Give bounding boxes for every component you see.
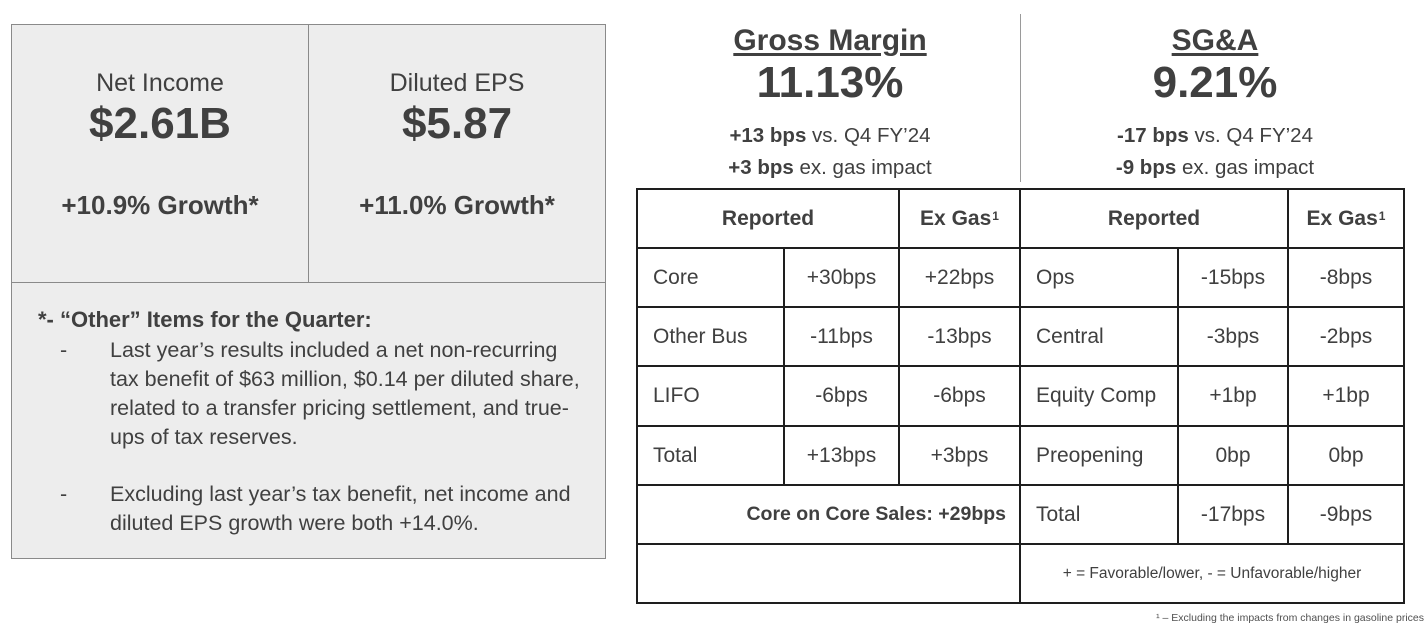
gross-margin-ex-gas-bps: +3 bps <box>728 156 794 179</box>
sga-header: SG&A 9.21% -17 bps vs. Q4 FY’24 -9 bps e… <box>1025 24 1405 184</box>
diluted-eps-value: $5.87 <box>401 99 513 148</box>
gm-row-ex-gas: -6bps <box>933 384 986 407</box>
table-rule <box>636 425 1021 427</box>
sga-row-ex-gas: -2bps <box>1319 324 1373 348</box>
diluted-eps-label: Diluted EPS <box>389 69 525 97</box>
diluted-eps-cell: Diluted EPS $5.87 +11.0% Growth* <box>309 25 605 282</box>
gm-row-label: LIFO <box>653 384 700 407</box>
table-col-rule <box>898 188 900 485</box>
table-rule <box>636 247 1021 249</box>
sga-row-reported: -17bps <box>1200 502 1266 526</box>
gm-row-ex-gas: +3bps <box>930 443 989 467</box>
sga-ex-gas-header: Ex Gas 1 <box>1289 190 1403 247</box>
sga-ex-gas: -9 bps ex. gas impact <box>1025 152 1405 184</box>
sga-row-reported: -3bps <box>1206 324 1260 348</box>
net-income-value: $2.61B <box>89 99 231 148</box>
gm-row-label: Other Bus <box>653 324 748 348</box>
diluted-eps-growth: +11.0% Growth* <box>359 190 555 220</box>
table-legend: + = Favorable/lower, - = Unfavorable/hig… <box>1062 564 1362 582</box>
table-rule <box>1019 484 1405 486</box>
footnote: ¹ – Excluding the impacts from changes i… <box>1156 612 1424 624</box>
gross-margin-vs-prior: +13 bps vs. Q4 FY’24 <box>640 120 1020 152</box>
sga-vs-prior: -17 bps vs. Q4 FY’24 <box>1025 120 1405 152</box>
table-col-rule <box>1177 247 1179 544</box>
sga-row-label: Total <box>1036 502 1081 526</box>
table-col-rule <box>1287 188 1289 544</box>
note-text: Excluding last year’s tax benefit, net i… <box>110 482 571 535</box>
sga-row-ex-gas: +1bp <box>1322 384 1370 407</box>
table-border-right <box>1403 188 1405 604</box>
gm-row-label: Core <box>653 265 699 289</box>
gm-row-reported: +30bps <box>806 265 877 289</box>
sga-ex-gas-footnote-mark: 1 <box>1378 208 1386 223</box>
net-income-growth: +10.9% Growth* <box>61 190 259 220</box>
table-rule <box>1019 247 1405 249</box>
gross-margin-ex-gas-text: ex. gas impact <box>793 156 932 179</box>
sga-ex-gas-text: ex. gas impact <box>1176 156 1315 179</box>
gross-margin-ex-gas: +3 bps ex. gas impact <box>640 152 1020 184</box>
summary-panel: Net Income $2.61B +10.9% Growth* Diluted… <box>11 24 606 559</box>
gm-row-reported: +13bps <box>806 443 877 467</box>
sga-title: SG&A <box>1171 24 1259 57</box>
gm-ex-gas-header: Ex Gas 1 <box>900 190 1019 247</box>
sga-row-label: Equity Comp <box>1036 384 1157 407</box>
sga-row-reported: 0bp <box>1215 443 1251 467</box>
sga-row-ex-gas: -8bps <box>1319 265 1373 289</box>
sga-row-ex-gas: -9bps <box>1319 502 1373 526</box>
sga-reported-header: Reported <box>1107 206 1201 230</box>
table-border-left <box>636 188 638 604</box>
sga-ex-gas-header-text: Ex Gas <box>1306 206 1378 230</box>
header-divider <box>1020 14 1021 182</box>
table-rule <box>1019 543 1405 545</box>
note-text: Last year’s results included a net non-r… <box>110 338 580 449</box>
table-col-rule <box>783 247 785 485</box>
gm-row-ex-gas: -13bps <box>927 324 992 348</box>
gm-row-reported: -11bps <box>810 324 873 348</box>
sga-row-reported: +1bp <box>1209 384 1257 407</box>
net-income-cell: Net Income $2.61B +10.9% Growth* <box>12 25 309 282</box>
sga-row-label: Preopening <box>1036 443 1144 467</box>
table-rule <box>636 365 1021 367</box>
gm-reported-header: Reported <box>721 206 815 230</box>
gm-ex-gas-header-text: Ex Gas <box>920 206 992 230</box>
sga-row-ex-gas: 0bp <box>1328 443 1364 467</box>
table-rule <box>1019 306 1405 308</box>
table-rule <box>1019 425 1405 427</box>
sga-row-label: Central <box>1036 324 1104 348</box>
sga-vs-prior-text: vs. Q4 FY’24 <box>1188 124 1313 147</box>
sga-ex-gas-bps: -9 bps <box>1115 156 1177 179</box>
notes-title: *- “Other” Items for the Quarter: <box>38 307 372 332</box>
sga-row-label: Ops <box>1036 265 1075 289</box>
gross-margin-vs-prior-text: vs. Q4 FY’24 <box>806 124 931 147</box>
gross-margin-value: 11.13% <box>756 58 904 107</box>
sga-value: 9.21% <box>1152 58 1278 107</box>
gross-margin-header: Gross Margin 11.13% +13 bps vs. Q4 FY’24… <box>640 24 1020 184</box>
net-income-label: Net Income <box>96 69 224 97</box>
table-rule <box>636 484 1021 486</box>
table-section-divider <box>1019 188 1021 604</box>
gm-core-on-core: Core on Core Sales: +29bps <box>746 503 1006 525</box>
gm-row-reported: -6bps <box>815 384 868 407</box>
gross-margin-title: Gross Margin <box>733 24 927 57</box>
sga-row-reported: -15bps <box>1200 265 1266 289</box>
other-items-notes: *- “Other” Items for the Quarter: - Last… <box>12 282 605 559</box>
gm-ex-gas-footnote-mark: 1 <box>992 208 999 223</box>
sga-vs-prior-bps: -17 bps <box>1117 124 1189 147</box>
note-bullet: - <box>60 482 68 506</box>
gm-row-label: Total <box>653 443 698 467</box>
gm-row-ex-gas: +22bps <box>924 265 995 289</box>
table-rule <box>1019 365 1405 367</box>
table-rule <box>636 543 1021 545</box>
note-bullet: - <box>60 338 68 362</box>
table-rule <box>636 306 1021 308</box>
gross-margin-vs-prior-bps: +13 bps <box>729 124 807 147</box>
bps-breakdown-table: Reported Ex Gas 1 Reported Ex Gas 1 Core +… <box>636 188 1405 604</box>
